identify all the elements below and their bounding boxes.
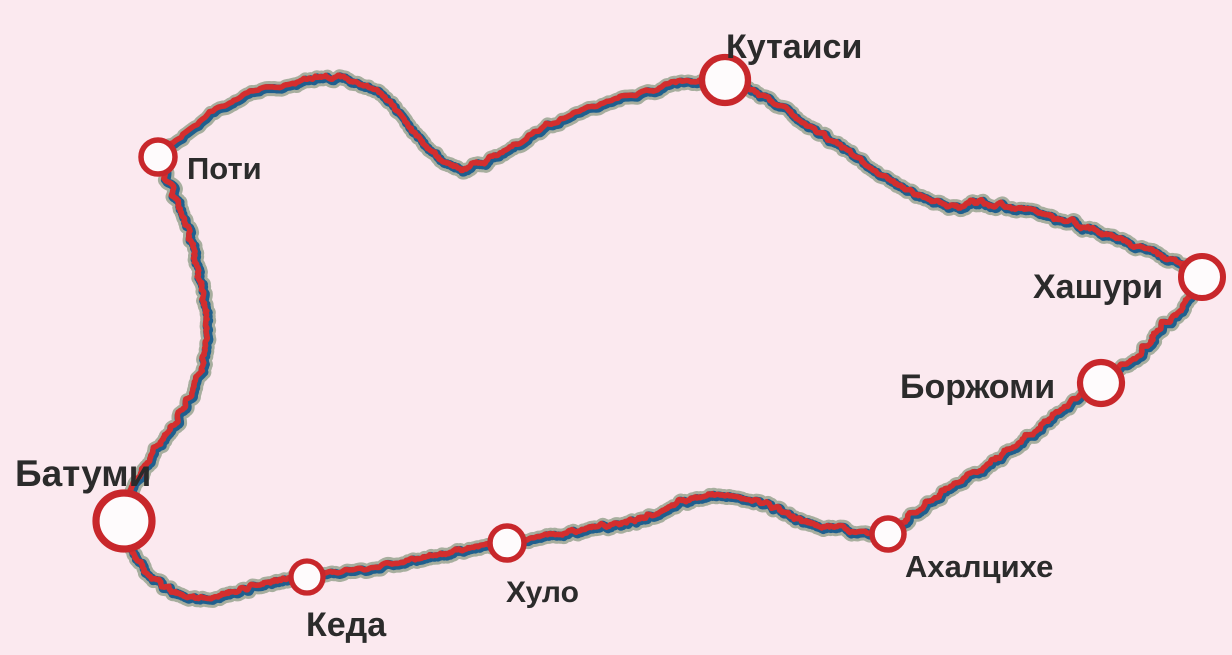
svg-text:Ахалцихе: Ахалцихе xyxy=(905,549,1053,584)
svg-text:Поти: Поти xyxy=(187,151,262,186)
svg-text:Батуми: Батуми xyxy=(15,453,151,494)
svg-text:Хуло: Хуло xyxy=(506,576,579,609)
svg-text:Хашури: Хашури xyxy=(1033,268,1163,306)
svg-text:Кеда: Кеда xyxy=(306,606,387,644)
svg-text:Боржоми: Боржоми xyxy=(900,368,1055,406)
svg-text:Кутаиси: Кутаиси xyxy=(726,28,862,66)
